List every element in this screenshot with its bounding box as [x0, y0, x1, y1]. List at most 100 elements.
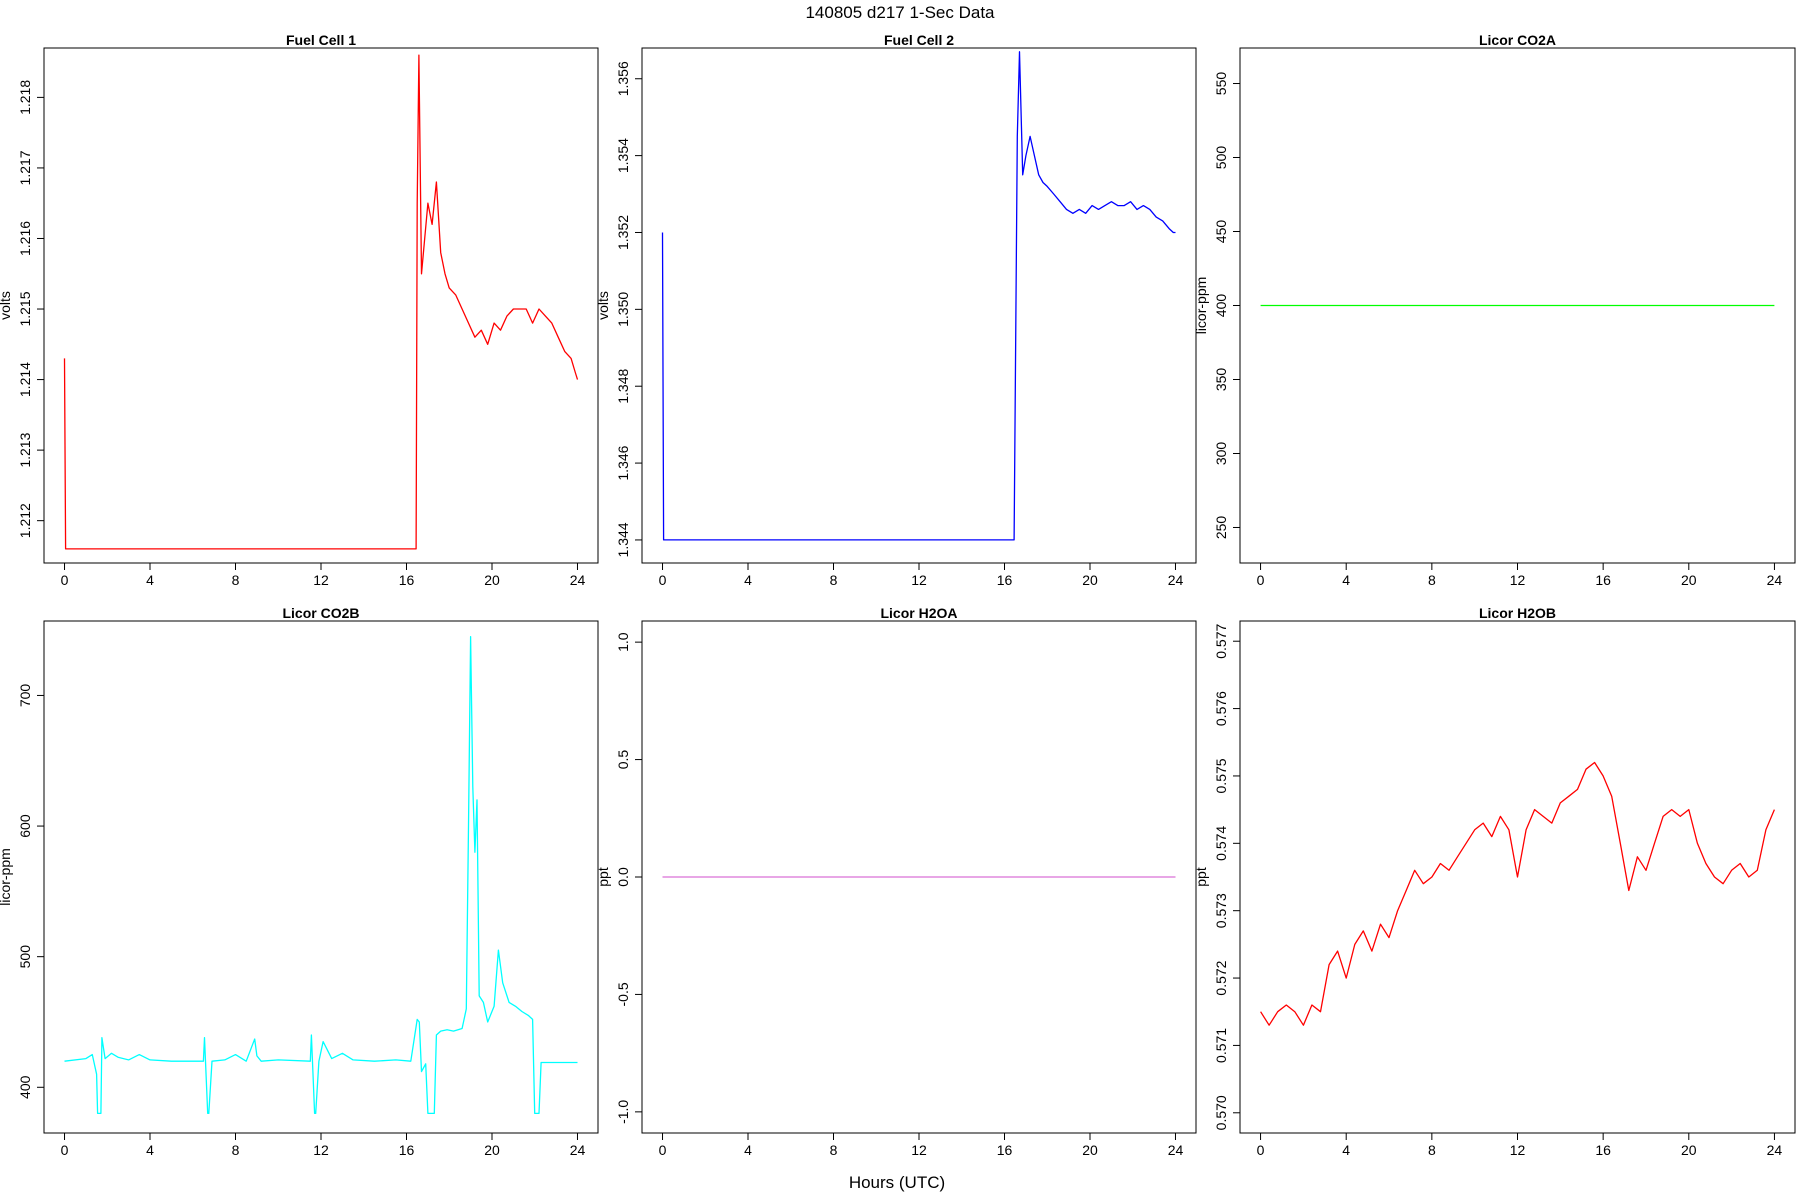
y-tick-label: 700	[17, 684, 33, 708]
panel-title: Fuel Cell 2	[884, 32, 954, 48]
x-tick-label: 16	[1595, 1142, 1611, 1158]
x-tick-label: 24	[1168, 1142, 1184, 1158]
y-tick-label: 550	[1213, 72, 1229, 96]
x-tick-label: 16	[997, 572, 1013, 588]
x-tick-label: 24	[570, 1142, 586, 1158]
x-tick-label: 16	[399, 1142, 415, 1158]
panel-6: Licor H2OB 0 4 8 12 16 20 24 0.570 0.571 0.572 0.57…	[1193, 605, 1796, 1158]
x-tick-label: 12	[1510, 572, 1526, 588]
y-tick-label: 1.354	[615, 138, 631, 173]
figure-xlabel: Hours (UTC)	[849, 1173, 945, 1192]
y-tick-label: 1.214	[17, 362, 33, 397]
y-tick-label: 1.216	[17, 221, 33, 256]
figure-title: 140805 d217 1-Sec Data	[805, 3, 995, 22]
y-tick-label: 0.577	[1213, 623, 1229, 658]
x-tick-label: 0	[61, 1142, 69, 1158]
y-tick-label: -0.5	[615, 982, 631, 1006]
y-tick-label: 0.574	[1213, 826, 1229, 861]
x-tick-label: 4	[146, 572, 154, 588]
x-tick-label: 8	[1428, 1142, 1436, 1158]
y-tick-label: 1.212	[17, 503, 33, 538]
y-tick-label: 450	[1213, 220, 1229, 244]
panel-3: Licor CO2A 0 4 8 12 16 20 24 250 300 350 400 450 500 5…	[1193, 32, 1796, 588]
x-tick-label: 24	[1767, 572, 1783, 588]
x-tick-label: 8	[830, 572, 838, 588]
panel-1: Fuel Cell 1 0 4 8 12 16 20 24 1.212 1.213 1.214 1.2…	[0, 32, 599, 588]
panel-4: Licor CO2B 0 4 8 12 16 20 24 400 500 600 700 licor-p…	[0, 605, 599, 1158]
y-tick-label: 1.348	[615, 368, 631, 403]
plot-frame	[43, 47, 599, 564]
y-tick-label: 0.572	[1213, 960, 1229, 995]
y-axis-label: licor-ppm	[0, 848, 13, 906]
y-tick-label: 0.576	[1213, 691, 1229, 726]
y-tick-label: 500	[17, 945, 33, 969]
y-tick-label: 1.218	[17, 80, 33, 115]
y-axis-label: licor-ppm	[1193, 277, 1209, 335]
y-tick-label: 1.217	[17, 150, 33, 185]
plot-frame	[43, 620, 599, 1134]
y-axis-label: volts	[0, 291, 13, 320]
y-axis-label: ppt	[595, 867, 611, 887]
series-line	[64, 636, 578, 1115]
y-tick-label: 250	[1213, 516, 1229, 540]
x-tick-label: 12	[313, 572, 329, 588]
x-tick-label: 0	[659, 572, 667, 588]
panel-title: Licor CO2A	[1479, 32, 1556, 48]
y-tick-label: 400	[1213, 294, 1229, 318]
series-line	[1260, 761, 1775, 1026]
y-tick-label: 1.350	[615, 292, 631, 327]
x-tick-label: 0	[659, 1142, 667, 1158]
y-tick-label: 1.215	[17, 291, 33, 326]
panel-title: Licor CO2B	[282, 605, 359, 621]
x-tick-label: 0	[1257, 1142, 1265, 1158]
x-tick-label: 16	[399, 572, 415, 588]
y-tick-label: 1.346	[615, 445, 631, 480]
x-tick-label: 4	[146, 1142, 154, 1158]
x-tick-label: 8	[232, 572, 240, 588]
y-tick-label: 1.213	[17, 432, 33, 467]
y-tick-label: 600	[17, 814, 33, 838]
x-tick-label: 24	[570, 572, 586, 588]
x-tick-label: 16	[1595, 572, 1611, 588]
y-tick-label: 350	[1213, 368, 1229, 392]
y-tick-label: 400	[17, 1075, 33, 1099]
panel-title: Licor H2OB	[1479, 605, 1556, 621]
y-tick-label: 0.0	[615, 867, 631, 887]
x-tick-label: 0	[1257, 572, 1265, 588]
y-tick-label: 0.573	[1213, 893, 1229, 928]
x-tick-label: 12	[911, 1142, 927, 1158]
x-tick-label: 20	[484, 1142, 500, 1158]
x-tick-label: 20	[484, 572, 500, 588]
plot-frame	[641, 47, 1197, 564]
x-tick-label: 8	[830, 1142, 838, 1158]
y-tick-label: 1.0	[615, 632, 631, 652]
y-tick-label: 0.571	[1213, 1028, 1229, 1063]
y-tick-label: -1.0	[615, 1100, 631, 1124]
x-tick-label: 20	[1082, 572, 1098, 588]
x-tick-label: 12	[313, 1142, 329, 1158]
x-tick-label: 20	[1681, 572, 1697, 588]
x-tick-label: 24	[1767, 1142, 1783, 1158]
panel-2: Fuel Cell 2 0 4 8 12 16 20 24 1.344 1.346 1.348 1.3…	[595, 32, 1197, 588]
series-line	[661, 51, 1176, 541]
y-axis-label: volts	[595, 291, 611, 320]
series-line	[63, 54, 579, 550]
x-tick-label: 4	[1342, 1142, 1350, 1158]
panel-grid: Fuel Cell 1 0 4 8 12 16 20 24 1.212 1.213 1.214 1.2…	[0, 32, 1796, 1158]
x-tick-label: 8	[232, 1142, 240, 1158]
x-tick-label: 12	[911, 572, 927, 588]
y-tick-label: 300	[1213, 442, 1229, 466]
x-tick-label: 20	[1082, 1142, 1098, 1158]
x-tick-label: 4	[1342, 572, 1350, 588]
y-tick-label: 1.344	[615, 522, 631, 557]
panel-title: Fuel Cell 1	[286, 32, 356, 48]
panel-5: Licor H2OA 0 4 8 12 16 20 24 -1.0 -0.5 0.0 0.5 1.0 pp…	[595, 605, 1197, 1158]
x-tick-label: 16	[997, 1142, 1013, 1158]
y-tick-label: 1.356	[615, 61, 631, 96]
y-tick-label: 500	[1213, 146, 1229, 170]
x-tick-label: 8	[1428, 572, 1436, 588]
x-tick-label: 0	[61, 572, 69, 588]
y-tick-label: 1.352	[615, 215, 631, 250]
y-tick-label: 0.570	[1213, 1095, 1229, 1130]
